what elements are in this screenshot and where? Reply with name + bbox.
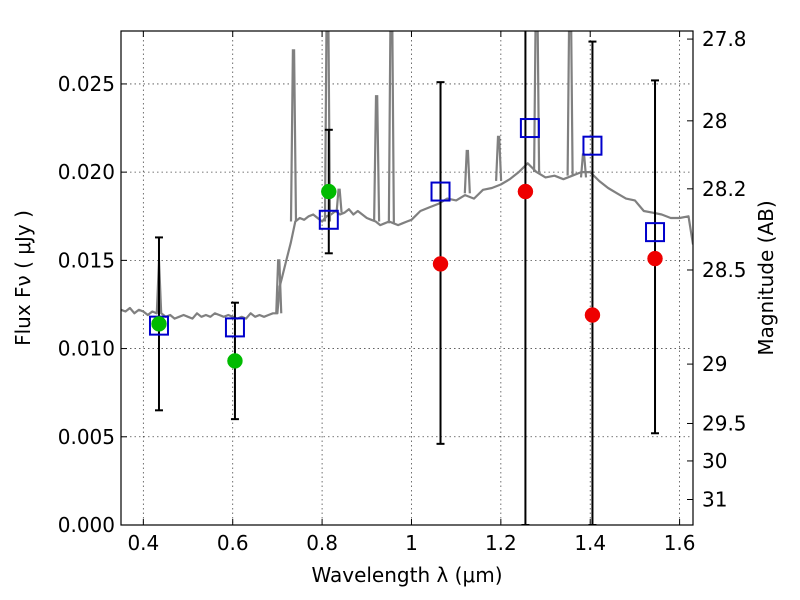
spectrum-emission-line — [373, 95, 381, 222]
nondetection-point — [584, 307, 601, 323]
model-photometry-square — [582, 135, 603, 156]
x-tick-label: 1.2 — [485, 531, 517, 555]
y2-tick-label: 28.5 — [702, 258, 747, 282]
spectrum-emission-line — [463, 149, 471, 194]
detection-point — [321, 183, 337, 200]
y-axis-label: Flux Fν ( μJy ) — [11, 210, 35, 346]
detection-point — [227, 353, 243, 369]
y-tick-label: 0.010 — [58, 337, 115, 361]
spectrum-emission-line — [323, 31, 332, 222]
x-tick-label: 1 — [405, 531, 418, 555]
nondetection-point — [432, 256, 449, 272]
nondetection-point — [517, 183, 534, 200]
model-photometry-square — [318, 209, 339, 230]
y-tick-label: 0.025 — [58, 72, 115, 96]
spectrum-emission-line — [289, 49, 298, 222]
y2-tick-label: 30 — [702, 449, 727, 473]
spectrum-emission-line — [495, 135, 503, 182]
model-photometry-square — [519, 118, 540, 139]
y2-tick-label: 31 — [702, 487, 727, 511]
detection-point — [151, 316, 167, 332]
spectrum-emission-line — [335, 188, 343, 213]
y2-tick-label: 29 — [702, 352, 727, 376]
x-tick-label: 1.6 — [664, 531, 696, 555]
y-tick-label: 0.020 — [58, 160, 115, 184]
y2-tick-label: 28.2 — [702, 177, 747, 201]
x-tick-label: 1.4 — [574, 531, 606, 555]
y2-tick-label: 29.5 — [702, 411, 747, 435]
spectrum-emission-line — [387, 31, 395, 224]
model-photometry-square — [224, 317, 245, 338]
nondetection-point — [647, 250, 663, 267]
spectrum-layer — [121, 31, 693, 320]
plot-background — [121, 31, 693, 525]
axis-ticks: 0.4 0.6 0.8 1 1.2 1.4 1.6 0.000 0.005 0.010 0.015 0… — [58, 27, 747, 555]
x-tick-label: 0.8 — [306, 531, 338, 555]
spectrum-emission-line — [275, 259, 283, 314]
x-tick-label: 0.4 — [127, 531, 159, 555]
y-tick-label: 0.015 — [58, 248, 115, 272]
model-photometry-square — [645, 222, 666, 243]
y-tick-label: 0.005 — [58, 425, 115, 449]
spectrum-emission-line — [566, 31, 574, 176]
y2-axis-label: Magnitude (AB) — [754, 200, 778, 355]
y2-tick-label: 28 — [702, 109, 727, 133]
y-tick-label: 0.000 — [58, 513, 115, 537]
model-photometry-square — [430, 181, 451, 202]
markers — [148, 118, 666, 369]
x-axis-label: Wavelength λ (μm) — [311, 563, 502, 587]
plot-frame — [120, 30, 694, 526]
x-tick-label: 0.6 — [217, 531, 249, 555]
y2-tick-label: 27.8 — [702, 27, 747, 51]
spectrum-emission-line — [532, 31, 541, 173]
